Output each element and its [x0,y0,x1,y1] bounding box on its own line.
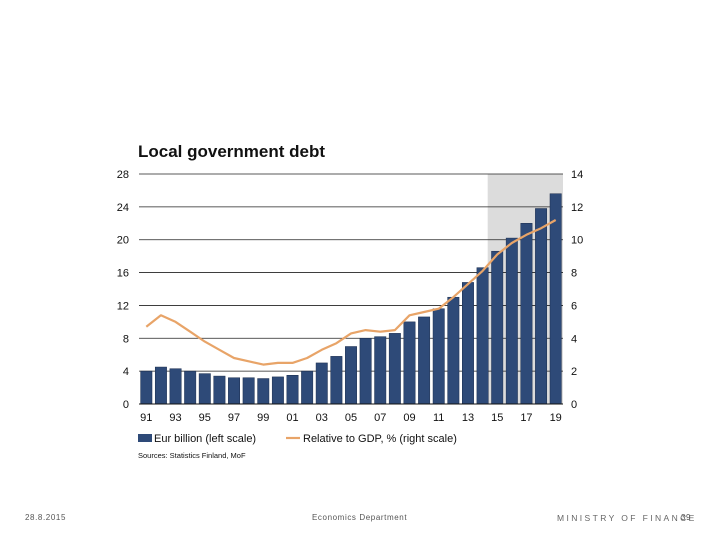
legend-bar-label: Eur billion (left scale) [154,433,256,445]
x-tick-label: 07 [374,412,386,424]
right-tick-label: 4 [571,333,577,345]
source-note: Sources: Statistics Finland, MoF [138,451,246,460]
footer-department: Economics Department [312,513,408,522]
bar [286,375,299,405]
bar [228,377,240,405]
x-tick-label: 05 [345,412,357,424]
bar [447,296,460,405]
x-tick-label: 97 [228,412,240,424]
legend-line-label: Relative to GDP, % (right scale) [303,433,457,445]
x-tick-label: 01 [286,412,298,424]
x-tick-label: 03 [316,412,328,424]
bar [315,362,328,405]
bar [154,366,167,405]
bar [505,237,518,405]
bar [184,370,197,405]
right-tick-label: 8 [571,268,577,280]
bar [388,333,401,405]
bar [330,356,343,405]
right-tick-label: 10 [571,235,583,247]
left-tick-label: 0 [123,399,129,411]
x-tick-label: 99 [257,412,269,424]
bar [520,223,533,405]
right-tick-label: 0 [571,399,577,411]
x-tick-label: 93 [169,412,181,424]
x-axis-ticks: 91 93 95 97 99 01 03 05 07 09 11 13 15 17 19 [140,412,562,424]
gdp-ratio-line [145,219,557,366]
bar [418,316,431,405]
bar [359,338,372,405]
x-tick-label: 95 [199,412,211,424]
bar [462,282,474,405]
bar [345,346,357,405]
bar [476,267,489,405]
x-tick-label: 19 [550,412,562,424]
x-tick-label: 17 [520,412,532,424]
x-tick-label: 13 [462,412,474,424]
bar [140,370,153,405]
left-tick-label: 28 [117,169,129,181]
left-tick-label: 16 [117,268,129,280]
left-tick-label: 12 [117,300,129,312]
right-axis-ticks: 0 2 4 6 8 10 12 14 [571,169,583,411]
right-tick-label: 2 [571,366,577,378]
bar [169,368,182,405]
bar [242,377,255,405]
bar [491,250,504,405]
bar [432,308,445,405]
left-axis-ticks: 0 4 8 12 16 20 24 28 [117,169,129,411]
bar [198,373,211,405]
left-tick-label: 24 [117,202,129,214]
bar [535,208,548,405]
chart-title: Local government debt [138,142,325,161]
page-number: 39 [681,513,692,522]
bar [257,378,270,405]
right-tick-label: 6 [571,300,577,312]
left-tick-label: 8 [123,333,129,345]
left-tick-label: 4 [123,366,129,378]
x-tick-label: 91 [140,412,152,424]
gridlines [139,173,563,372]
ministry-logo-text: MINISTRY OF FINANCE [557,513,697,523]
right-tick-label: 14 [571,169,583,181]
bar [271,376,284,405]
x-tick-label: 09 [403,412,415,424]
x-tick-label: 15 [491,412,503,424]
bar [213,375,226,405]
right-tick-label: 12 [571,202,583,214]
bar [549,193,562,405]
x-tick-label: 11 [433,412,444,424]
bar [301,370,314,405]
legend-bar-swatch [138,434,152,442]
bar [403,321,416,405]
left-tick-label: 20 [117,235,129,247]
bar-series [140,193,562,405]
footer-date: 28.8.2015 [25,513,66,522]
bar [374,336,387,405]
